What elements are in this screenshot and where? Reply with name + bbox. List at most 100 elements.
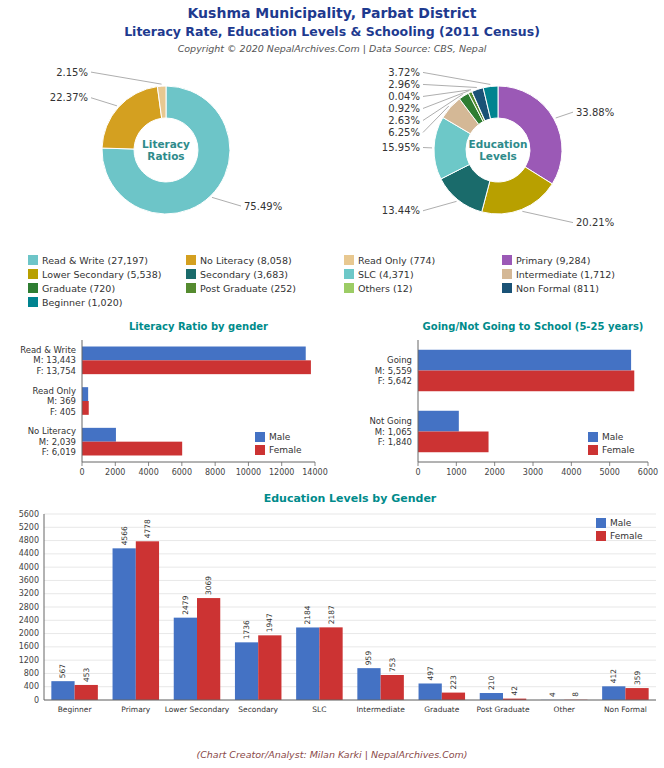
bar [82,387,88,401]
text-line: Ratios [147,150,184,162]
category-label: Lower Secondary [165,705,230,714]
text-line: F: 405 [50,407,76,417]
tick-label: 4000 [19,563,39,572]
tick-label: 5200 [19,523,39,532]
data-label: 6.25% [388,127,420,138]
axis-line [418,462,648,463]
data-label: 42 [510,686,519,696]
data-label: 959 [364,651,373,666]
data-label: 2184 [303,605,312,624]
tick-label: 8000 [205,468,225,477]
legend-swatch [588,445,598,455]
bar [174,618,197,700]
leader-line [522,211,573,222]
tick-label: 3600 [19,576,39,585]
tick [148,462,149,466]
tick-label: 12000 [269,468,294,477]
pie-center-text: LiteracyRatios [142,138,190,162]
legend-swatch [596,531,606,541]
tick-label: 0 [79,468,84,477]
leader-line [212,197,241,206]
text-line: F: 5,642 [378,376,412,386]
legend-entry: Post Graduate (252) [200,283,296,294]
tick-label: 6000 [638,468,658,477]
grid-line [44,700,656,701]
text-line: Going [387,355,412,365]
legend-swatch [502,269,512,279]
tick [215,462,216,466]
tick-label: 1000 [446,468,466,477]
footer: (Chart Creator/Analyst: Milan Karki | Ne… [196,749,467,760]
legend-swatch [502,255,512,265]
legend-swatch [344,255,354,265]
text-line: M: 2,039 [39,437,76,447]
category-label: Read & WriteM: 13,443F: 13,754 [20,345,76,376]
pie-slice [102,86,230,214]
legend-entry: Female [610,531,643,541]
pie-chart: EducationLevels33.88%20.21%3.72%2.96%0.0… [382,67,614,228]
bar [381,675,404,700]
hbar-chart: Literacy Ratio by gender 0 2000 4000 6000 800… [20,321,328,477]
data-label: 2.63% [388,115,420,126]
chart-title: Education Levels by Gender [264,492,437,505]
bar [418,350,631,371]
tick-label: 5000 [599,468,619,477]
chart-title: Literacy Ratio by gender [129,321,268,332]
bar [296,627,319,700]
tick-label: 4000 [138,468,158,477]
tick-label: 2000 [105,468,125,477]
leader-line [556,112,573,118]
bar [480,693,503,700]
legend-swatch [502,283,512,293]
bar [82,401,89,415]
grid-line [44,527,656,528]
tick [115,462,116,466]
bar [82,428,116,442]
legend-swatch [596,518,606,528]
category-label: Intermediate [356,705,405,714]
tick-label: 10000 [236,468,261,477]
category-label: Not GoingM: 1,065F: 1,840 [369,416,412,447]
text-line: Not Going [369,416,412,426]
tick [248,462,249,466]
legend-entry: Graduate (720) [42,283,115,294]
leader-line [423,94,463,120]
tick [494,462,495,466]
text-line: No Literacy [28,426,76,436]
tick [181,462,182,466]
text-line: M: 5,559 [375,366,412,376]
category-label: Other [554,705,576,714]
data-label: 453 [82,667,91,682]
vbar-chart: Education Levels by Gender04008001200160… [19,492,656,714]
bars [82,347,311,456]
data-label: 3.72% [388,67,420,78]
text-line: F: 13,754 [36,366,76,376]
data-label: 33.88% [576,107,614,118]
leader-line [423,84,477,87]
bars [51,541,648,700]
pie-slice [482,167,553,214]
bar [51,681,74,700]
tick-label: 6000 [172,468,192,477]
bar [197,598,220,700]
tick-label: 2400 [19,616,39,625]
legend-entry: Others (12) [358,283,412,294]
pie-slice [498,86,562,184]
bars [418,350,634,452]
tick-label: 4000 [561,468,581,477]
leader-line [423,106,449,132]
pie-center-text: EducationLevels [469,138,528,162]
text-line: M: 1,065 [375,427,412,437]
legend-swatch [186,269,196,279]
legend-entry: SLC (4,371) [358,269,414,280]
legend-swatch [344,283,354,293]
legend-swatch [28,283,38,293]
data-label: 0.92% [388,103,420,114]
leader-line [423,91,469,109]
title: Kushma Municipality, Parbat District [188,5,477,21]
bar [319,627,342,700]
axis-line [82,462,315,463]
data-label: 3069 [204,576,213,595]
tick-label: 2000 [484,468,504,477]
data-label: 22.37% [50,92,88,103]
